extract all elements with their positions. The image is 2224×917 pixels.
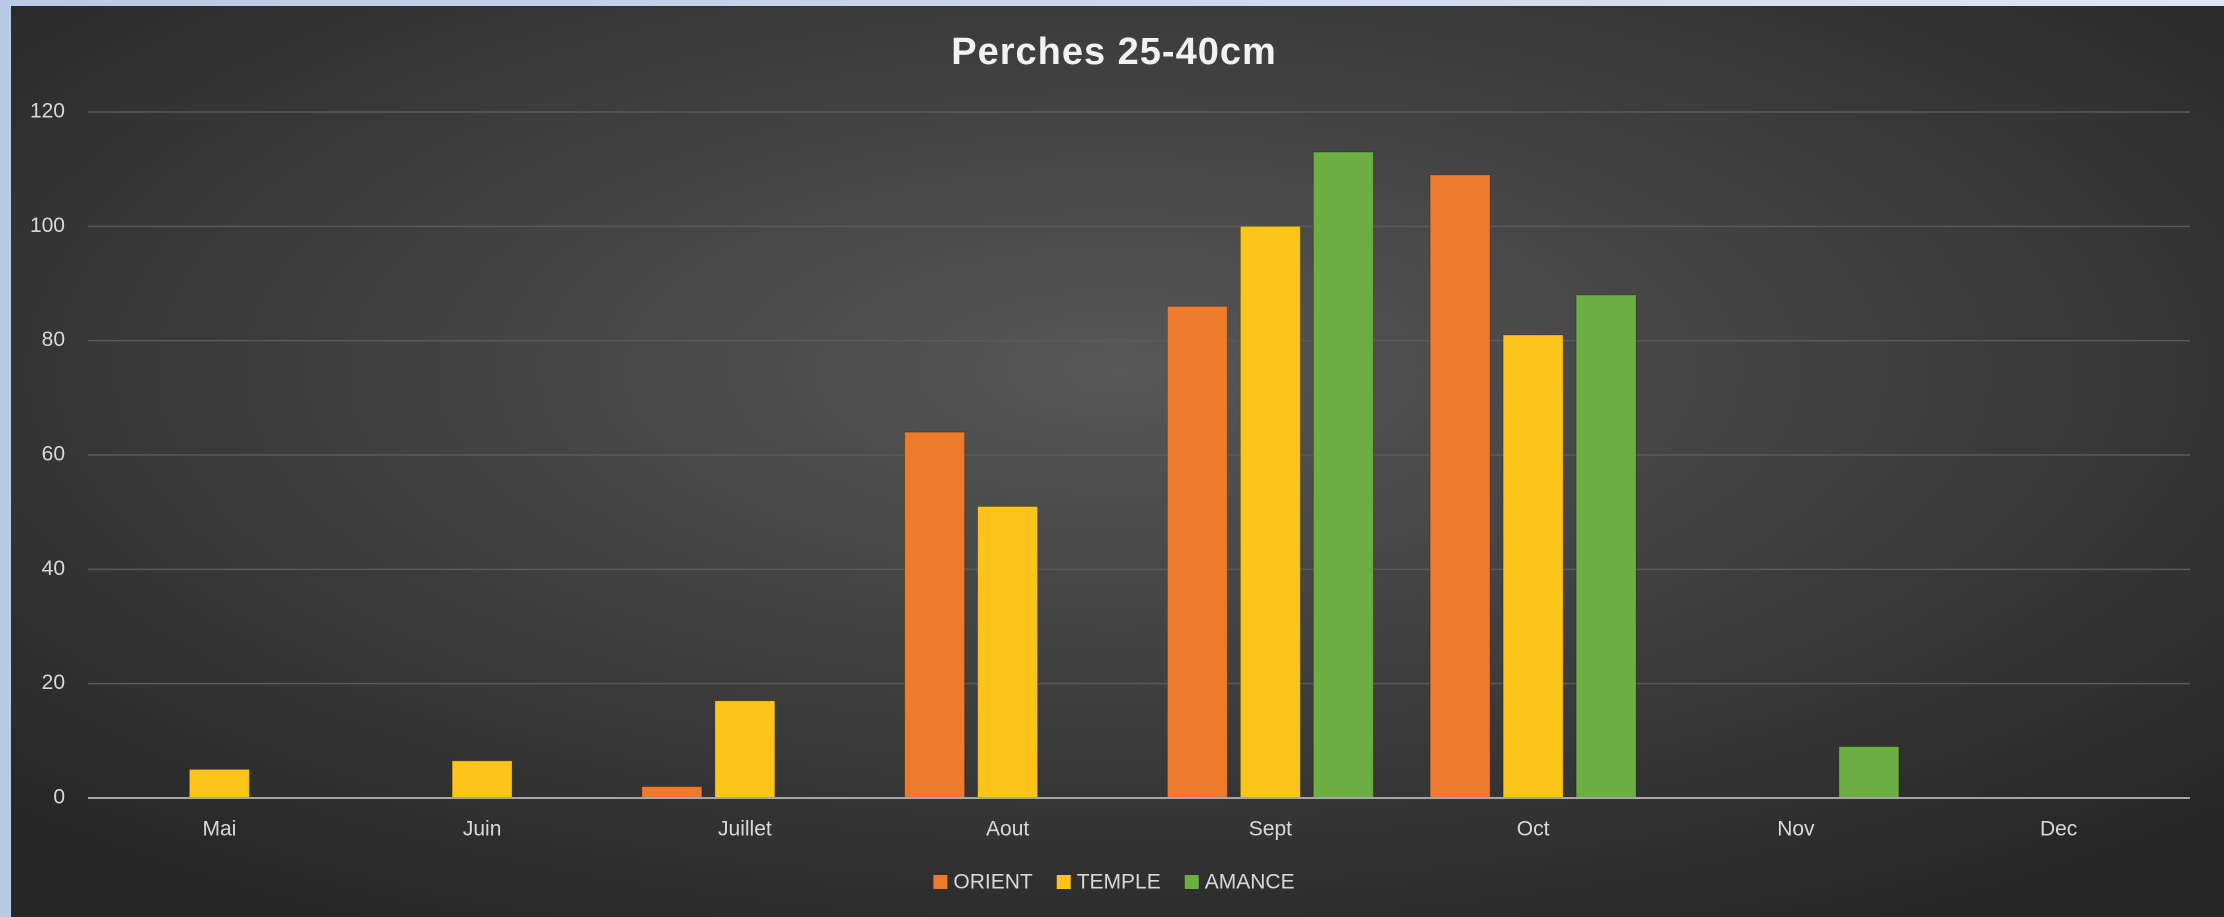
bar [1575,294,1637,799]
x-tick-label: Oct [1517,818,1550,841]
bar [1838,746,1900,799]
bar [1312,151,1374,799]
legend-label: TEMPLE [1077,871,1161,894]
bar [904,431,966,799]
y-tick-label: 40 [42,557,65,580]
x-tick-label: Juillet [718,818,772,841]
y-tick-label: 20 [42,671,65,694]
bar [714,700,776,799]
y-tick-label: 0 [53,786,65,809]
legend-label: AMANCE [1205,871,1295,894]
legend-label: ORIENT [953,871,1033,894]
y-tick-label: 100 [30,214,65,237]
bar [451,760,513,799]
y-tick-label: 60 [42,443,65,466]
chart-title: Perches 25-40cm [951,31,1277,73]
bar [641,786,703,799]
bar [977,505,1039,799]
x-tick-label: Nov [1777,818,1815,841]
x-tick-label: Aout [986,818,1029,841]
x-tick-label: Dec [2040,818,2077,841]
bar [188,768,250,799]
legend-swatch [933,875,948,889]
y-tick-label: 120 [30,100,65,123]
x-tick-label: Sept [1249,818,1292,841]
bar [1166,305,1228,799]
y-tick-label: 80 [42,328,65,351]
bar [1239,225,1301,799]
legend-swatch [1184,875,1199,889]
x-tick-label: Juin [463,818,502,841]
bar [1502,334,1564,799]
x-tick-label: Mai [202,818,236,841]
legend: ORIENT TEMPLE AMANCE [933,871,1295,894]
legend-swatch [1056,875,1071,889]
bar [1429,174,1491,799]
